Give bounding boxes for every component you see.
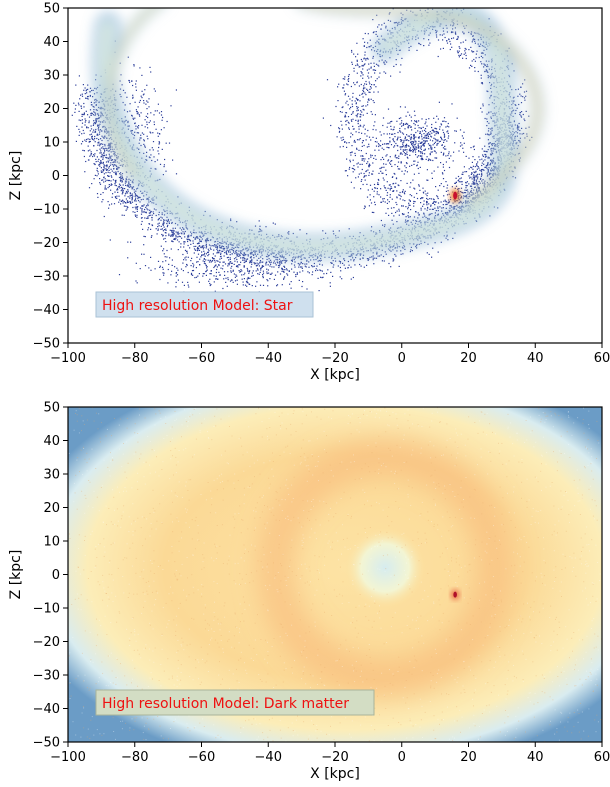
annotation-box <box>95 291 314 318</box>
annotation-box <box>95 689 375 716</box>
dark-matter-density-panel: −100 −80 −60 −40 −20 0 20 40 60−50−40−30−20−1001… <box>8 401 610 783</box>
x-tick-label: −60 <box>188 351 215 366</box>
x-tick-label: 0 <box>398 750 406 765</box>
x-tick-label: −80 <box>121 750 148 765</box>
x-tick-label: 20 <box>460 750 477 765</box>
x-tick-label: 20 <box>460 351 477 366</box>
x-tick-label: 60 <box>594 351 610 366</box>
y-tick-label: 40 <box>43 35 60 50</box>
annotation-text: High resolution Model: Star <box>102 298 293 314</box>
y-tick-label: −50 <box>33 337 60 352</box>
x-tick-label: −40 <box>255 750 282 765</box>
y-tick-label: −40 <box>33 702 60 717</box>
y-tick-label: 0 <box>52 169 60 184</box>
y-tick-label: 0 <box>52 568 60 583</box>
x-tick-label: −60 <box>188 750 215 765</box>
y-tick-label: 50 <box>43 2 60 17</box>
y-tick-label: 20 <box>43 102 60 117</box>
x-tick-label: 0 <box>398 351 406 366</box>
y-tick-label: −30 <box>33 669 60 684</box>
x-tick-label: 40 <box>527 750 544 765</box>
y-tick-label: −20 <box>33 236 60 251</box>
particle-noise <box>68 407 602 742</box>
heatmap-image <box>68 407 602 742</box>
y-axis-label: Z [kpc] <box>8 550 24 600</box>
satellite-peak <box>453 191 458 200</box>
y-tick-label: 30 <box>43 69 60 84</box>
x-tick-label: −40 <box>255 351 282 366</box>
y-tick-label: −30 <box>33 270 60 285</box>
y-tick-label: 30 <box>43 468 60 483</box>
halo-structure <box>256 438 515 697</box>
y-tick-label: −10 <box>33 602 60 617</box>
model-annotation: High resolution Model: Dark matter <box>95 689 375 716</box>
x-tick-label: −100 <box>50 351 86 366</box>
y-tick-label: −10 <box>33 203 60 218</box>
y-tick-label: 20 <box>43 501 60 516</box>
x-tick-label: 40 <box>527 351 544 366</box>
annotation-text: High resolution Model: Dark matter <box>102 696 349 712</box>
y-tick-label: 50 <box>43 401 60 416</box>
model-annotation: High resolution Model: Star <box>95 291 314 318</box>
star-density-panel: −100 −80 −60 −40 −20 0 20 40 60−50−40−30−20−1001… <box>8 2 610 384</box>
satellite-peak <box>453 591 457 598</box>
y-tick-label: −40 <box>33 303 60 318</box>
x-tick-label: 60 <box>594 750 610 765</box>
y-tick-label: −50 <box>33 736 60 751</box>
y-tick-label: 10 <box>43 535 60 550</box>
x-tick-label: −80 <box>121 351 148 366</box>
x-tick-label: −20 <box>321 351 348 366</box>
x-axis-label: X [kpc] <box>310 766 360 782</box>
x-tick-label: −100 <box>50 750 86 765</box>
x-tick-label: −20 <box>321 750 348 765</box>
heatmap-image <box>71 8 545 305</box>
axes: −100 −80 −60 −40 −20 0 20 40 60−50−40−30−20−1001… <box>8 2 610 384</box>
y-tick-label: 10 <box>43 136 60 151</box>
x-axis-label: X [kpc] <box>310 367 360 383</box>
axes: −100 −80 −60 −40 −20 0 20 40 60−50−40−30−20−1001… <box>8 401 610 783</box>
stream-core <box>92 8 545 260</box>
y-tick-label: 40 <box>43 434 60 449</box>
y-tick-label: −20 <box>33 635 60 650</box>
y-axis-label: Z [kpc] <box>8 151 24 201</box>
